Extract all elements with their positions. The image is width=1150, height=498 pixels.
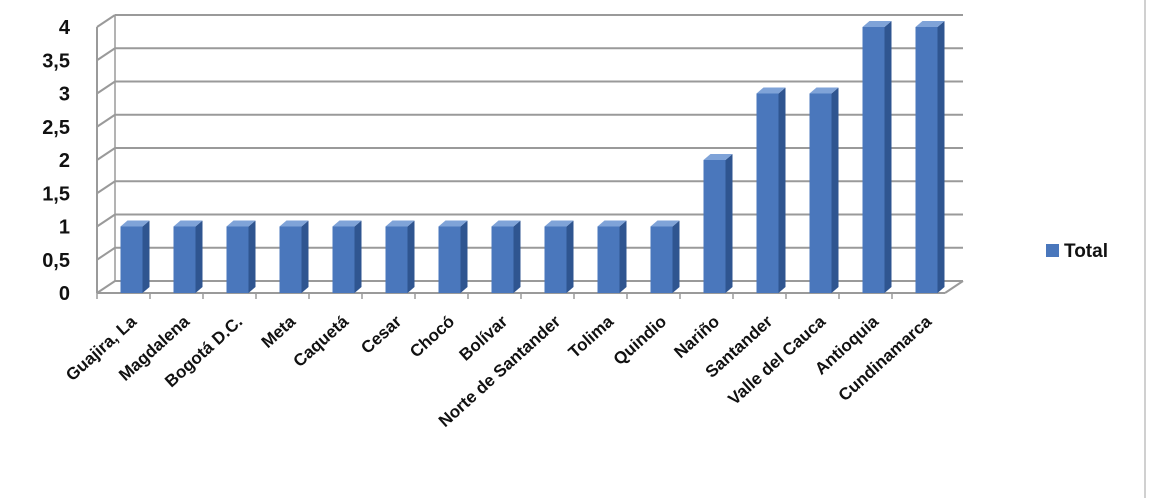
bar-side [725, 154, 733, 293]
bar-side [884, 21, 892, 293]
bar [332, 226, 355, 293]
gridline-side [96, 113, 116, 128]
y-tick-label: 3 [59, 84, 70, 106]
bar [279, 226, 302, 293]
bar [650, 226, 673, 293]
bar [438, 226, 461, 293]
bar-side [142, 220, 150, 293]
bar-top [756, 87, 786, 94]
bar-side [937, 21, 945, 293]
bar-top [226, 220, 256, 227]
bar-top [544, 220, 574, 227]
bar-side [301, 220, 309, 293]
y-tick-label: 0 [59, 283, 70, 305]
bar-top [915, 21, 945, 27]
bar-side [513, 220, 521, 293]
bar [491, 226, 514, 293]
y-tick-label: 4 [59, 17, 71, 39]
y-tick-label: 0,5 [42, 250, 70, 272]
bar-side [460, 220, 468, 293]
bar-top [120, 220, 150, 227]
bar [226, 226, 249, 293]
gridline-side [96, 180, 116, 195]
bar-top [650, 220, 680, 227]
x-tick-label: Meta [258, 311, 300, 351]
bar-top [385, 220, 415, 227]
bar-top [173, 220, 203, 227]
bar-side [778, 87, 786, 293]
bar [915, 27, 938, 293]
legend-swatch [1046, 244, 1059, 257]
gridline-side [96, 14, 116, 28]
bar-side [831, 87, 839, 293]
bar [544, 226, 567, 293]
bar-top [597, 220, 627, 227]
bar-top [703, 154, 733, 160]
bar-side [354, 220, 362, 293]
bar [862, 27, 885, 293]
bar [385, 226, 408, 293]
y-tick-label: 2 [59, 150, 70, 172]
bar-side [407, 220, 415, 293]
bar-top [862, 21, 892, 27]
y-tick-label: 3,5 [42, 50, 70, 72]
bar-side [195, 220, 203, 293]
x-tick-label: Quindio [610, 312, 670, 369]
bar-top [491, 220, 521, 227]
y-tick-label: 1,5 [42, 183, 70, 205]
floor-edge [944, 280, 964, 294]
bar [756, 93, 779, 293]
x-tick-label: Valle del Cauca [724, 311, 829, 408]
bar-top [279, 220, 309, 227]
gridline-side [96, 213, 116, 228]
bar [120, 226, 143, 293]
bar-top [809, 87, 839, 94]
y-tick-label: 1 [59, 217, 70, 239]
gridline-side [96, 280, 116, 294]
bar-top [332, 220, 362, 227]
gridline-side [96, 47, 116, 62]
bar-side [619, 220, 627, 293]
bar [809, 93, 832, 293]
x-tick-label: Cundinamarca [835, 311, 936, 405]
x-tick-label: Chocó [406, 312, 458, 362]
frame-edge [1144, 0, 1146, 498]
bar-side [566, 220, 574, 293]
gridline-side [96, 147, 116, 161]
gridline-side [96, 80, 116, 95]
x-tick-label: Cesar [357, 312, 405, 358]
bar-side [248, 220, 256, 293]
x-tick-label: Caquetá [290, 311, 353, 370]
bar [597, 226, 620, 293]
y-tick-label: 2,5 [42, 117, 70, 139]
legend-label: Total [1064, 241, 1108, 262]
gridline-side [96, 246, 116, 261]
bar [173, 226, 196, 293]
bar-top [438, 220, 468, 227]
bar-side [672, 220, 680, 293]
bar [703, 160, 726, 293]
